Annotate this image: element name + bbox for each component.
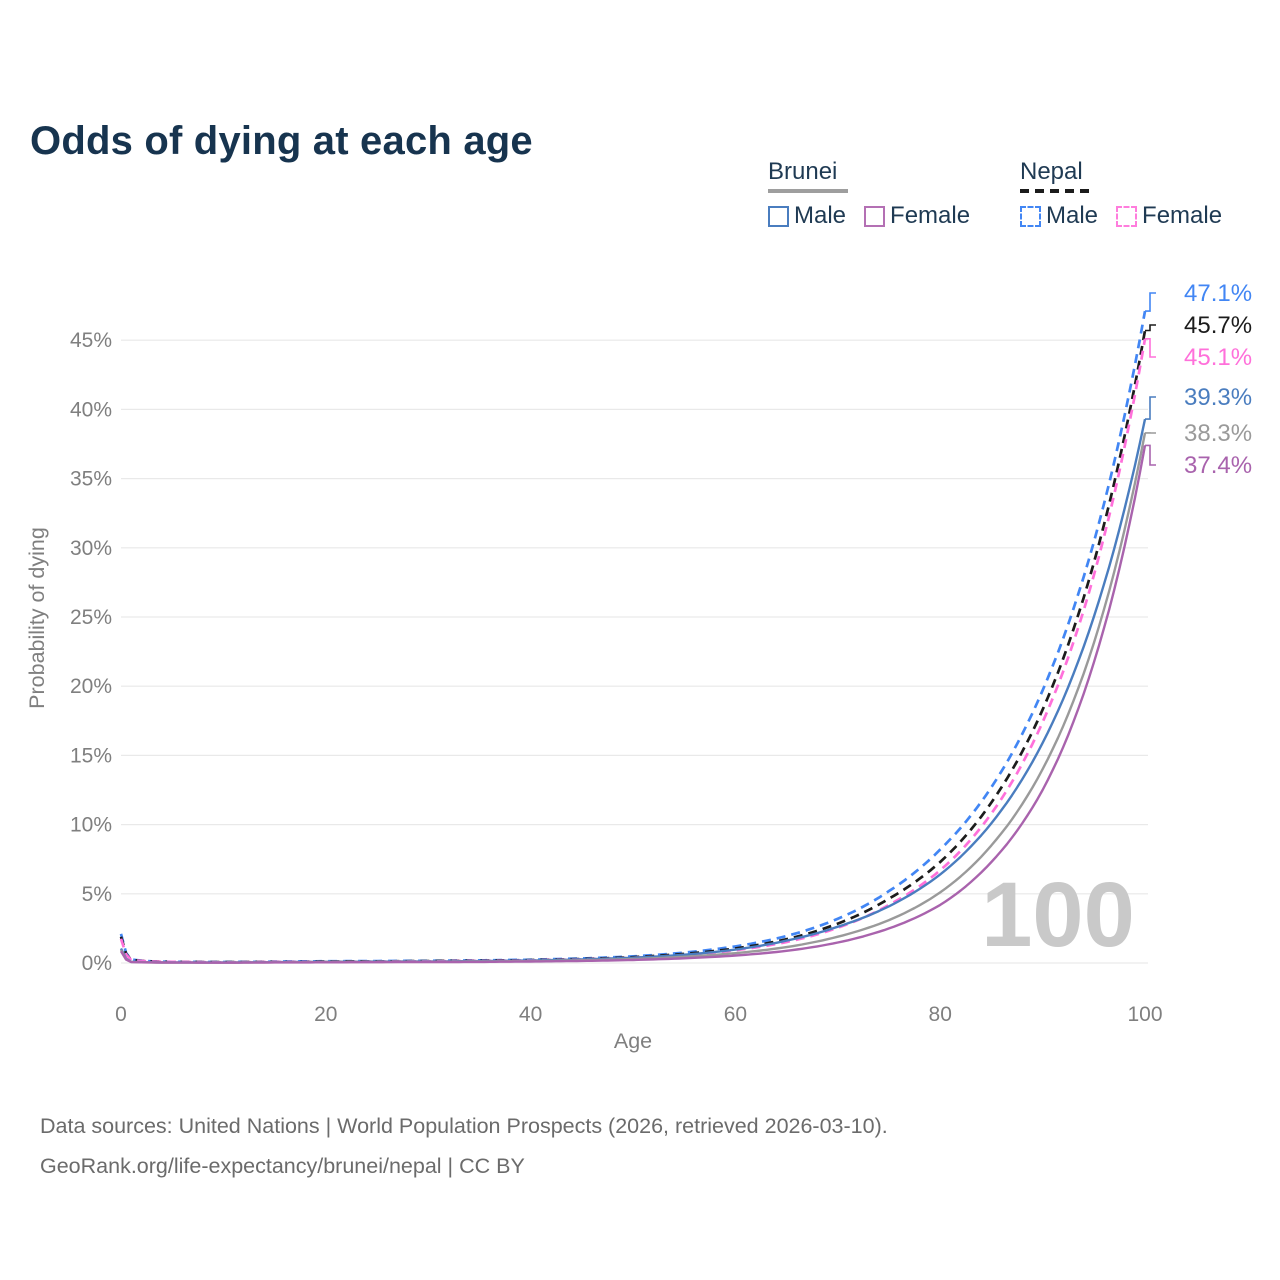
legend-swatch-brunei-female [864, 205, 886, 227]
legend-swatch-nepal-male [1020, 205, 1041, 227]
hover-age-watermark: 100 [981, 864, 1135, 966]
x-tick-label: 20 [314, 1003, 337, 1026]
series-line-brunei-female[interactable] [119, 445, 1147, 964]
legend-item-nepal-male[interactable]: Male [1020, 202, 1098, 230]
leader-line-brunei-female [1145, 444, 1156, 466]
legend-country-nepal: Nepal [1020, 158, 1083, 185]
x-tick-label: 100 [1127, 1003, 1162, 1026]
y-tick-label: 30% [70, 537, 112, 560]
end-label-nepal-male: 47.1% [1184, 280, 1252, 307]
end-label-brunei-male: 39.3% [1184, 384, 1252, 411]
legend-item-brunei-male[interactable]: Male [768, 202, 846, 230]
y-tick-label: 25% [70, 606, 112, 629]
y-axis-title: Probability of dying [25, 527, 49, 709]
legend-label-nepal-female: Female [1142, 202, 1223, 229]
legend-swatch-brunei-male [768, 205, 789, 227]
footer: Data sources: United Nations | World Pop… [40, 1106, 888, 1186]
y-tick-label: 40% [70, 398, 112, 421]
leader-line-brunei-male [1145, 396, 1156, 420]
y-tick-label: 35% [70, 468, 112, 491]
x-tick-label: 40 [519, 1003, 542, 1026]
legend-group-brunei: Brunei Male Female [768, 158, 970, 230]
legend-line-sample-brunei [768, 189, 848, 193]
end-label-nepal-both: 45.7% [1184, 312, 1252, 339]
y-tick-label: 45% [70, 329, 112, 352]
leader-line-nepal-female [1145, 338, 1156, 358]
y-tick-label: 5% [82, 883, 112, 906]
end-label-brunei-both: 38.3% [1184, 420, 1252, 447]
y-tick-label: 0% [82, 952, 112, 975]
legend-group-nepal: Nepal Male Female [1020, 158, 1222, 230]
footer-source-line: Data sources: United Nations | World Pop… [40, 1114, 888, 1138]
page-title: Odds of dying at each age [30, 118, 533, 163]
y-tick-label: 20% [70, 675, 112, 698]
end-label-nepal-female: 45.1% [1184, 344, 1252, 371]
x-tick-label: 80 [929, 1003, 952, 1026]
legend-item-brunei-female[interactable]: Female [864, 202, 970, 230]
legend-label-brunei-female: Female [890, 202, 971, 229]
y-tick-label: 15% [70, 744, 112, 767]
legend-label-nepal-male: Male [1046, 202, 1099, 229]
x-axis-title: Age [614, 1029, 652, 1053]
y-tick-label: 10% [70, 814, 112, 837]
legend-item-nepal-female[interactable]: Female [1116, 202, 1222, 230]
x-tick-label: 60 [724, 1003, 747, 1026]
legend-line-sample-nepal [1020, 189, 1094, 193]
leader-line-nepal-male [1145, 292, 1156, 312]
leader-line-nepal-both [1145, 324, 1156, 332]
end-label-brunei-female: 37.4% [1184, 452, 1252, 479]
legend-country-brunei: Brunei [768, 158, 838, 185]
legend-label-brunei-male: Male [794, 202, 847, 229]
legend-swatch-nepal-female [1116, 205, 1138, 227]
x-tick-label: 0 [115, 1003, 127, 1026]
footer-attribution-line: GeoRank.org/life-expectancy/brunei/nepal… [40, 1154, 525, 1178]
